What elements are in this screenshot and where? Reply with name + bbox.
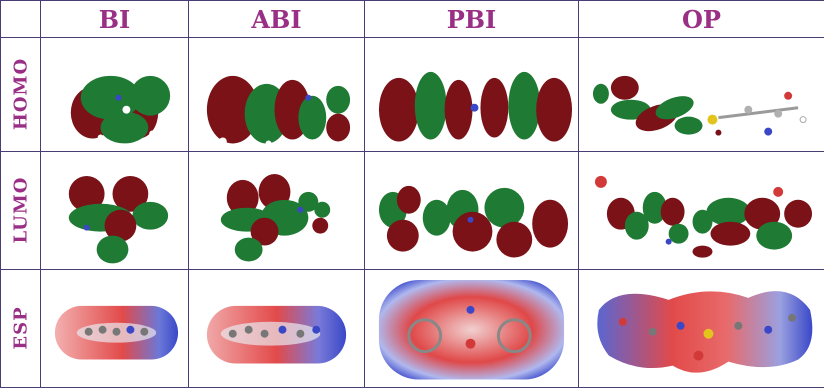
- homo-pbi-orbital: [365, 38, 578, 151]
- homo-pbi-image: [365, 38, 579, 152]
- row-label-homo: HOMO: [10, 58, 31, 130]
- column-header-abi: ABI: [189, 1, 365, 38]
- lumo-bi-orbital: [41, 152, 188, 270]
- homo-abi-orbital: [189, 38, 364, 151]
- homo-bi-image: [41, 38, 189, 152]
- esp-bi-map: [41, 270, 188, 387]
- esp-bi-image: [41, 270, 189, 388]
- row-header-esp: ESP: [1, 270, 41, 388]
- homo-op-orbital: [579, 38, 824, 151]
- esp-abi-map: [189, 270, 364, 387]
- esp-abi-image: [189, 270, 365, 388]
- column-header-pbi: PBI: [365, 1, 579, 38]
- lumo-abi-image: [189, 151, 365, 270]
- homo-op-image: [579, 38, 824, 152]
- lumo-abi-orbital: [189, 152, 364, 270]
- corner-cell: [1, 1, 41, 38]
- homo-bi-orbital: [41, 38, 188, 151]
- column-header-op: OP: [579, 1, 824, 38]
- row-label-esp: ESP: [10, 307, 31, 350]
- esp-pbi-map: [365, 270, 578, 387]
- homo-abi-image: [189, 38, 365, 152]
- lumo-op-image: [579, 151, 824, 270]
- esp-pbi-image: [365, 270, 579, 388]
- lumo-pbi-orbital: [365, 152, 578, 270]
- lumo-bi-image: [41, 151, 189, 270]
- esp-op-map: [579, 270, 824, 387]
- column-header-bi: BI: [41, 1, 189, 38]
- lumo-pbi-image: [365, 151, 579, 270]
- esp-op-image: [579, 270, 824, 388]
- lumo-op-orbital: [579, 152, 824, 270]
- row-label-lumo: LUMO: [10, 177, 31, 244]
- row-header-homo: HOMO: [1, 38, 41, 152]
- row-header-lumo: LUMO: [1, 151, 41, 270]
